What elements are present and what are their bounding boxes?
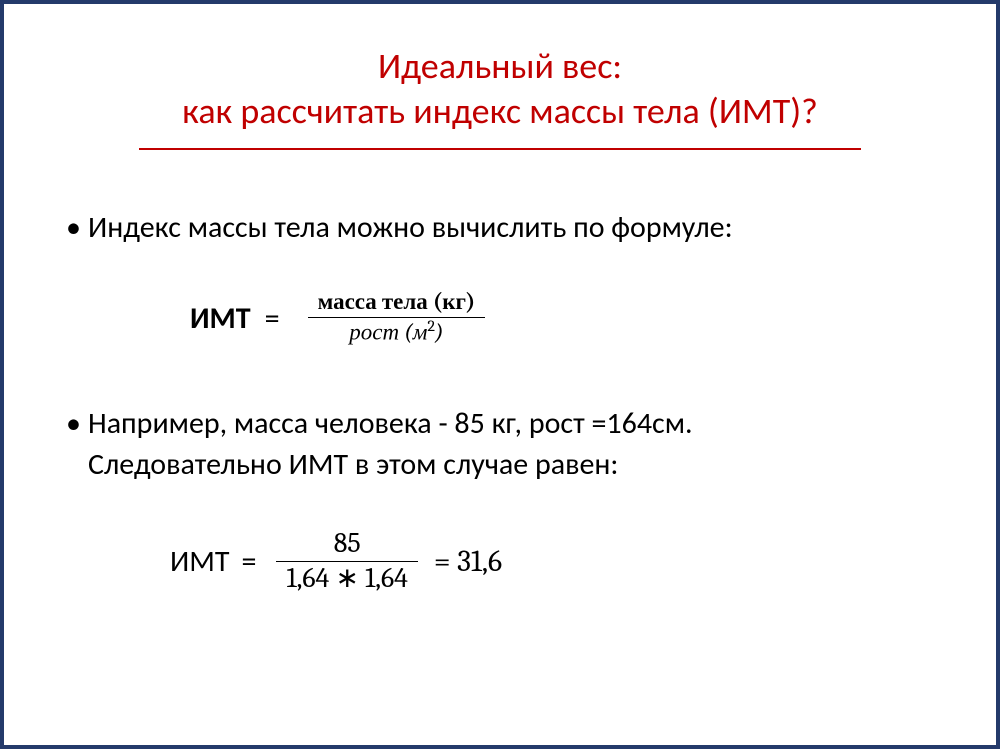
- fraction-example: 85 1,64 ∗ 1,64: [276, 527, 417, 596]
- slide-title-block: Идеальный вес: как рассчитать индекс мас…: [60, 44, 940, 150]
- bullet-1: • Индекс массы тела можно вычислить по ф…: [66, 208, 940, 249]
- fraction-denominator: рост (м2): [339, 318, 453, 348]
- bullet-2-line1: Например, масса человека - 85 кг, рост =…: [88, 405, 693, 442]
- fraction2-numerator: 85: [324, 527, 371, 561]
- formula-label: ИМТ: [190, 300, 251, 337]
- bullet-marker: •: [66, 404, 88, 445]
- bullet-2: • Например, масса человека - 85 кг, рост…: [66, 404, 940, 485]
- title-line-1: Идеальный вес:: [60, 44, 940, 89]
- bullet-marker: •: [66, 208, 88, 249]
- result-eq: =: [434, 544, 451, 579]
- bmi-formula-general: ИМТ = масса тела (кг) рост (м2): [190, 289, 940, 349]
- bullet-1-text: Индекс массы тела можно вычислить по фор…: [88, 208, 940, 249]
- fraction-general: масса тела (кг) рост (м2): [308, 289, 486, 349]
- title-line-2: как рассчитать индекс массы тела (ИМТ)?: [60, 89, 940, 134]
- formula2-label: ИМТ: [170, 543, 230, 580]
- bullet-2-text: Например, масса человека - 85 кг, рост =…: [88, 404, 940, 485]
- bullet-2-line2: Следовательно ИМТ в этом случае равен:: [88, 446, 618, 483]
- result-expression: = 31,6: [434, 544, 502, 579]
- equals-sign-2: =: [242, 543, 257, 580]
- result-value: 31,6: [457, 544, 502, 579]
- fraction2-denominator: 1,64 ∗ 1,64: [276, 562, 417, 596]
- bmi-formula-example: ИМТ = 85 1,64 ∗ 1,64 = 31,6: [170, 527, 940, 596]
- title-underline: [139, 148, 861, 150]
- equals-sign: =: [265, 300, 280, 337]
- slide-content: • Индекс массы тела можно вычислить по ф…: [60, 208, 940, 596]
- fraction-numerator: масса тела (кг): [308, 289, 486, 317]
